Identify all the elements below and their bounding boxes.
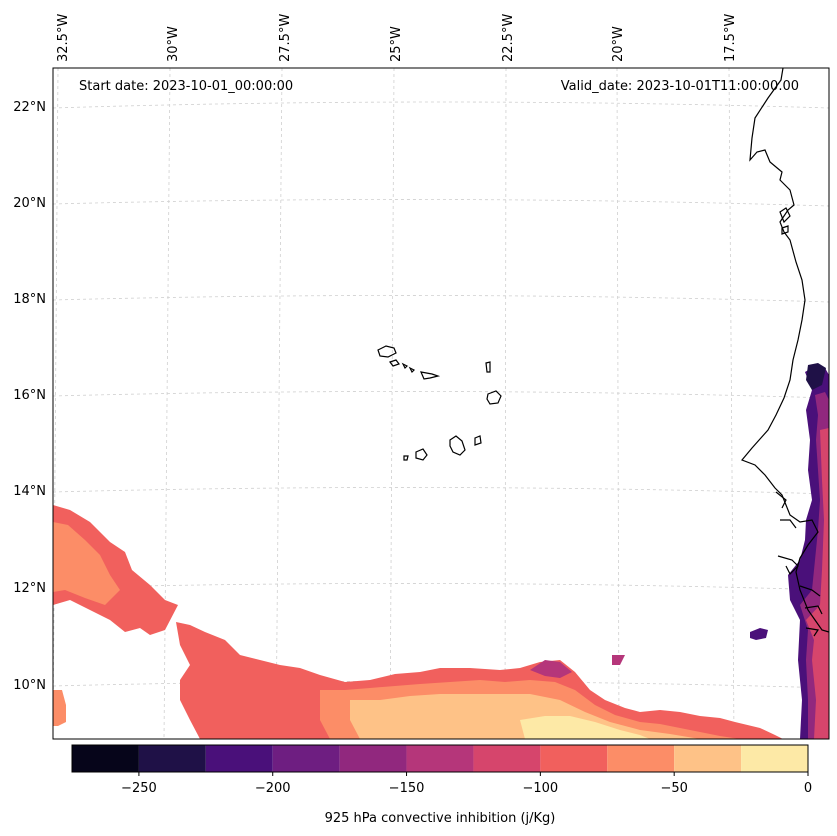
colorbar-swatch <box>473 745 541 772</box>
colorbar-tick-label: 0 <box>804 781 812 796</box>
colorbar-tick-label: −150 <box>389 781 425 796</box>
lat-label: 18°N <box>13 292 46 307</box>
lon-label: 30°W <box>166 26 181 62</box>
cape-verde-islands <box>377 345 502 461</box>
start-date-label: Start date: 2023-10-01_00:00:00 <box>79 79 293 94</box>
canary-coast-bits <box>779 207 791 235</box>
lon-label: 17.5°W <box>723 14 738 62</box>
colorbar-tick-label: −100 <box>523 781 559 796</box>
lat-label: 10°N <box>13 678 46 693</box>
cin-region-east-strip-dark <box>806 363 826 390</box>
latitude-labels: 22°N 20°N 18°N 16°N 14°N 12°N 10°N <box>13 100 46 693</box>
colorbar-tick-label: −50 <box>660 781 687 796</box>
cin-region-west <box>53 505 178 635</box>
graticule <box>53 68 829 739</box>
colorbar: −250 −200 −150 −100 −50 0 <box>71 744 812 796</box>
colorbar-swatch <box>406 745 474 772</box>
lon-label: 25°W <box>389 26 404 62</box>
longitude-labels: 32.5°W 30°W 27.5°W 25°W 22.5°W 20°W 17.5… <box>56 14 738 62</box>
map-panel <box>53 68 829 739</box>
coastlines <box>741 68 829 637</box>
colorbar-swatch <box>138 745 206 772</box>
lon-label: 27.5°W <box>278 14 293 62</box>
senegal-inlets <box>775 491 823 637</box>
colorbar-swatch <box>540 745 608 772</box>
cin-region-west-inner <box>53 522 120 605</box>
lat-label: 20°N <box>13 196 46 211</box>
colorbar-border <box>71 744 809 773</box>
cin-region-band-pale <box>520 716 650 739</box>
colorbar-swatch <box>339 745 407 772</box>
lat-label: 22°N <box>13 100 46 115</box>
lon-label: 20°W <box>611 26 626 62</box>
colorbar-swatch <box>272 745 340 772</box>
cin-region-speck <box>612 655 625 665</box>
colorbar-swatch <box>741 745 808 772</box>
colorbar-tick-label: −250 <box>121 781 157 796</box>
valid-date-label: Valid_date: 2023-10-01T11:00:00.00 <box>561 79 799 94</box>
cin-contours <box>53 363 829 739</box>
african-coastline <box>741 68 829 633</box>
colorbar-swatch <box>674 745 742 772</box>
lat-label: 12°N <box>13 581 46 596</box>
colorbar-swatch <box>205 745 273 772</box>
cin-region-west-patch <box>53 690 66 726</box>
cin-region-band-dark <box>530 660 572 678</box>
colorbar-swatch <box>72 745 139 772</box>
cin-region-east-strip-red <box>806 428 829 739</box>
lon-label: 22.5°W <box>501 14 516 62</box>
lat-label: 14°N <box>13 484 46 499</box>
colorbar-title: 925 hPa convective inhibition (j/Kg) <box>325 811 556 826</box>
colorbar-tick-label: −200 <box>255 781 291 796</box>
cin-region-east-islet <box>750 628 768 640</box>
colorbar-swatch <box>607 745 675 772</box>
lat-label: 16°N <box>13 388 46 403</box>
lon-label: 32.5°W <box>56 14 71 62</box>
